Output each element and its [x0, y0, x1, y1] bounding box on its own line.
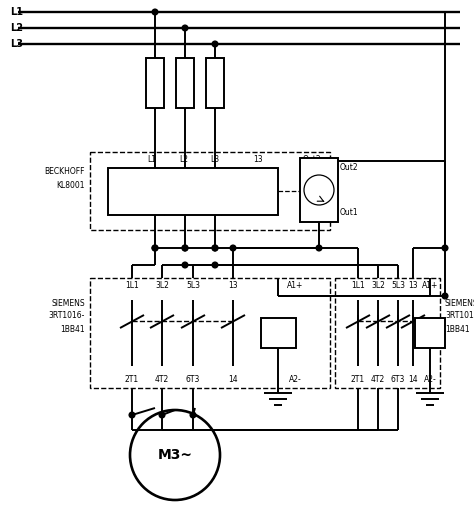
- Circle shape: [182, 245, 188, 251]
- Text: 3RT1016-: 3RT1016-: [49, 311, 85, 321]
- Text: 6T3: 6T3: [391, 375, 405, 385]
- Circle shape: [159, 412, 165, 418]
- Text: KL8001: KL8001: [56, 181, 85, 189]
- Text: 3L2: 3L2: [371, 282, 385, 290]
- Text: Out2: Out2: [340, 163, 359, 172]
- Bar: [90, 278, 330, 388]
- Bar: [335, 278, 440, 388]
- Bar: [176, 58, 194, 108]
- Text: 5L3: 5L3: [186, 282, 200, 290]
- Text: L2: L2: [10, 23, 23, 33]
- Circle shape: [442, 293, 448, 299]
- Circle shape: [316, 245, 322, 251]
- Text: 1BB41: 1BB41: [445, 325, 470, 333]
- Text: L1: L1: [10, 7, 23, 17]
- Text: A2-: A2-: [424, 375, 437, 385]
- Circle shape: [129, 412, 135, 418]
- Text: 2T1: 2T1: [351, 375, 365, 385]
- Circle shape: [230, 245, 236, 251]
- Text: A1+: A1+: [422, 282, 438, 290]
- Text: 2T1: 2T1: [125, 375, 139, 385]
- Text: L2: L2: [180, 156, 189, 164]
- Text: L3: L3: [210, 156, 219, 164]
- Circle shape: [212, 245, 218, 251]
- Text: Out2: Out2: [303, 156, 322, 164]
- Text: 13: 13: [408, 282, 418, 290]
- Circle shape: [182, 262, 188, 268]
- Text: 5L3: 5L3: [391, 282, 405, 290]
- Circle shape: [190, 412, 196, 418]
- Text: 14: 14: [228, 375, 238, 385]
- Circle shape: [212, 41, 218, 47]
- Text: Out1: Out1: [340, 208, 359, 217]
- Text: 1L1: 1L1: [351, 282, 365, 290]
- Text: 3RT1016-: 3RT1016-: [445, 311, 474, 321]
- Circle shape: [182, 245, 188, 251]
- Circle shape: [152, 245, 158, 251]
- Text: 1L1: 1L1: [125, 282, 139, 290]
- Text: L1: L1: [147, 156, 156, 164]
- Circle shape: [152, 9, 158, 15]
- Circle shape: [212, 262, 218, 268]
- Bar: [300, 158, 338, 222]
- Text: SIEMENS: SIEMENS: [445, 298, 474, 308]
- Circle shape: [442, 245, 448, 251]
- Bar: [206, 58, 224, 108]
- Text: 13: 13: [253, 156, 263, 164]
- Circle shape: [212, 245, 218, 251]
- Text: 4T2: 4T2: [371, 375, 385, 385]
- Text: A2-: A2-: [289, 375, 301, 385]
- Bar: [90, 152, 330, 230]
- Text: SIEMENS: SIEMENS: [51, 298, 85, 308]
- Circle shape: [152, 245, 158, 251]
- Bar: [146, 58, 164, 108]
- Text: A1+: A1+: [287, 282, 303, 290]
- Text: BECKHOFF: BECKHOFF: [45, 167, 85, 177]
- Bar: [415, 318, 445, 348]
- Text: M3~: M3~: [157, 448, 192, 462]
- Text: 4T2: 4T2: [155, 375, 169, 385]
- Text: L3: L3: [10, 39, 23, 49]
- Bar: [261, 318, 296, 348]
- Bar: [108, 168, 278, 215]
- Text: 3L2: 3L2: [155, 282, 169, 290]
- Text: 13: 13: [228, 282, 238, 290]
- Text: 14: 14: [408, 375, 418, 385]
- Circle shape: [182, 25, 188, 31]
- Text: 6T3: 6T3: [186, 375, 200, 385]
- Text: 1BB41: 1BB41: [60, 325, 85, 333]
